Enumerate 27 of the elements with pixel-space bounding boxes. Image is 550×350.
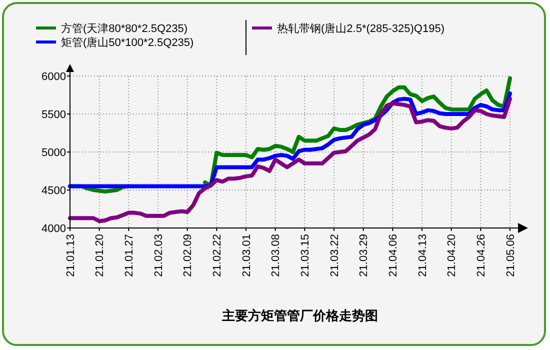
x-tick-label: 21.02.09 — [182, 234, 194, 277]
y-tick-label: 4500 — [42, 184, 66, 197]
x-tick-label: 21.03.01 — [240, 234, 253, 277]
x-tick-label: 21.05.06 — [504, 234, 517, 277]
x-tick-label: 21.01.27 — [124, 234, 136, 277]
y-tick-label: 4000 — [42, 222, 66, 235]
x-tick-label: 21.02.03 — [152, 234, 165, 277]
y-tick-label: 5500 — [42, 108, 66, 121]
legend-label: 矩管(唐山50*100*2.5Q235) — [61, 36, 194, 49]
text: 主要方矩管管厂价格走势图 — [221, 308, 378, 323]
legend-label: 热轧带钢(唐山2.5*(285-325)Q195) — [277, 22, 445, 35]
x-tick-label: 21.04.13 — [416, 234, 429, 277]
y-tick-label: 5000 — [42, 146, 66, 159]
line-series — [68, 91, 512, 188]
x-tick-label: 21.04.26 — [476, 234, 488, 277]
x-tick-label: 21.03.08 — [270, 234, 282, 277]
x-tick-label: 21.01.13 — [64, 234, 77, 277]
x-tick-label: 21.03.15 — [300, 234, 312, 277]
x-tick-label: 21.04.20 — [446, 234, 458, 277]
line-series — [68, 96, 512, 224]
legend-label: 方管(天津80*80*2.5Q235) — [61, 22, 188, 35]
y-tick-label: 6000 — [42, 70, 66, 83]
x-tick-label: 21.02.22 — [212, 234, 224, 277]
x-tick-label: 21.03.22 — [328, 234, 341, 277]
x-tick-label: 21.04.06 — [388, 234, 400, 277]
x-tick-label: 21.03.29 — [358, 234, 370, 277]
x-tick-label: 21.01.20 — [94, 234, 106, 277]
